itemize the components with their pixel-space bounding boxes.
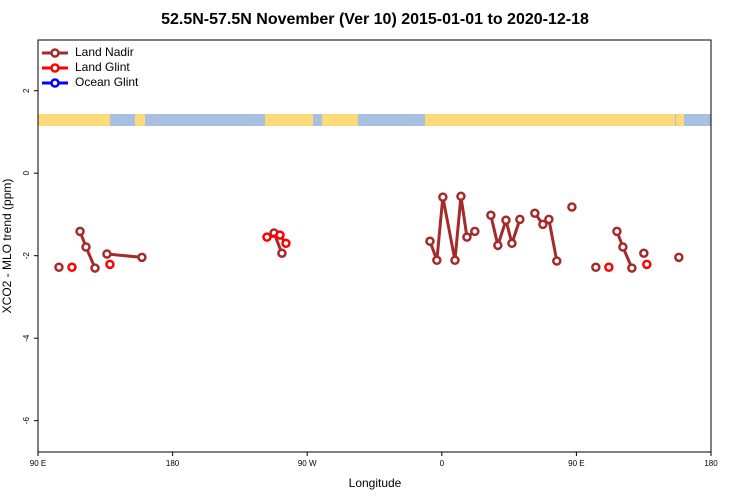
data-point — [612, 226, 622, 237]
plot-frame — [37, 39, 712, 453]
y-tick-label: -2 — [22, 252, 31, 260]
data-point — [137, 252, 147, 263]
data-point — [277, 248, 287, 258]
data-point — [81, 242, 91, 252]
legend-label: Land Nadir — [75, 45, 134, 59]
data-point — [90, 263, 100, 273]
data-point — [486, 210, 496, 221]
data-point — [105, 259, 115, 270]
data-point — [75, 226, 85, 237]
data-point — [501, 215, 511, 225]
data-point — [493, 240, 503, 251]
y-tick-label: -6 — [22, 417, 31, 425]
series-line — [106, 252, 143, 259]
data-point — [530, 208, 540, 218]
data-point — [552, 256, 562, 266]
data-point — [462, 232, 472, 242]
x-tick-label: 180 — [704, 459, 718, 468]
legend-marker — [50, 78, 60, 88]
y-tick-label: 0 — [22, 170, 31, 175]
data-point — [456, 191, 466, 202]
data-point — [604, 262, 614, 272]
data-point — [618, 242, 628, 252]
y-tick-label: -4 — [22, 334, 31, 342]
data-point — [639, 248, 649, 258]
data-point — [281, 238, 291, 249]
x-tick-label: 0 — [440, 459, 445, 468]
surface-strip — [38, 114, 711, 126]
data-point — [425, 236, 435, 247]
y-tick-label: 2 — [22, 88, 31, 93]
data-point — [470, 226, 480, 237]
x-tick-label: 90 W — [298, 459, 317, 468]
y-axis-label: XCO2 - MLO trend (ppm) — [0, 179, 14, 314]
data-point — [275, 230, 285, 240]
data-point — [438, 192, 448, 202]
data-point — [262, 232, 272, 242]
x-axis-label: Longitude — [349, 476, 402, 490]
chart-title: 52.5N-57.5N November (Ver 10) 2015-01-01… — [161, 11, 589, 28]
x-tick-label: 180 — [166, 459, 180, 468]
data-point — [591, 262, 601, 272]
legend-label: Land Glint — [75, 60, 130, 74]
data-point — [642, 259, 652, 270]
data-point — [432, 255, 442, 265]
data-point — [627, 263, 637, 273]
data-point — [54, 262, 64, 272]
x-tick-label: 90 E — [568, 459, 584, 468]
legend-marker — [50, 48, 60, 58]
series-line — [428, 196, 476, 261]
legend-marker — [50, 63, 60, 73]
data-point — [507, 238, 517, 249]
data-point — [450, 255, 460, 265]
data-point — [67, 262, 77, 272]
data-point — [102, 249, 112, 259]
data-point — [544, 214, 554, 225]
x-tick-label: 90 E — [30, 459, 46, 468]
data-point — [567, 202, 577, 212]
legend-label: Ocean Glint — [75, 75, 139, 89]
data-point — [538, 219, 548, 230]
data-point — [674, 252, 684, 263]
data-point — [515, 214, 525, 225]
